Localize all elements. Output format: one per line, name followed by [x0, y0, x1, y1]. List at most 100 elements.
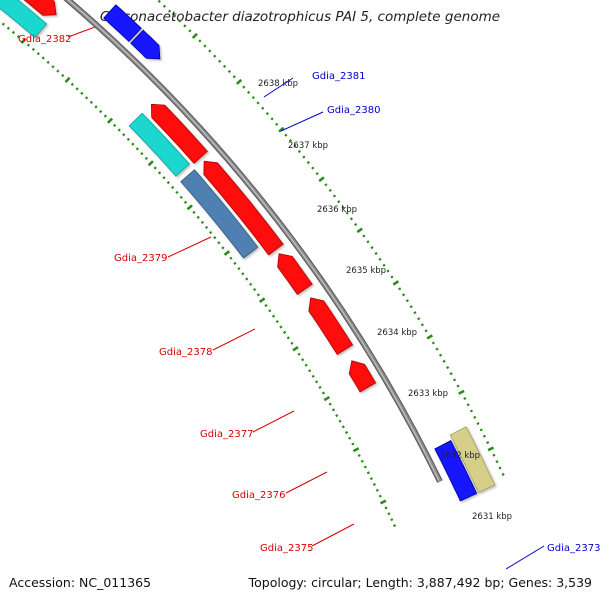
minor-tick: [369, 477, 373, 481]
minor-tick: [337, 200, 341, 204]
leader-line: [263, 77, 294, 98]
minor-tick: [213, 54, 217, 58]
kbp-label: 2633 kbp: [408, 389, 448, 399]
minor-tick: [265, 111, 270, 116]
gene-label-gdia-2382[interactable]: Gdia_2382: [18, 34, 71, 45]
minor-tick: [321, 391, 326, 395]
major-tick: [223, 250, 231, 256]
minor-tick: [268, 309, 272, 313]
gene-arrow-gdia-2377: [277, 253, 313, 296]
minor-tick: [501, 472, 505, 476]
minor-tick: [173, 14, 177, 18]
major-tick: [352, 447, 360, 453]
minor-tick: [335, 413, 339, 418]
minor-tick: [279, 325, 283, 329]
minor-tick: [318, 385, 322, 389]
minor-tick: [157, 0, 161, 3]
minor-tick: [362, 234, 366, 238]
minor-tick: [203, 44, 207, 48]
major-tick: [487, 446, 495, 452]
minor-tick: [51, 65, 55, 69]
backbone-highlight: [67, 0, 440, 481]
major-tick: [379, 499, 387, 505]
minor-tick: [31, 47, 35, 52]
minor-tick: [366, 240, 370, 244]
minor-tick: [348, 436, 352, 440]
minor-tick: [366, 471, 370, 475]
minor-tick: [251, 96, 255, 100]
minor-tick: [284, 133, 288, 137]
minor-tick: [293, 144, 297, 148]
minor-tick: [438, 353, 443, 357]
minor-tick: [417, 317, 421, 321]
outer-tick-ring: [157, 0, 505, 476]
minor-tick: [256, 293, 260, 297]
minor-tick: [61, 73, 65, 78]
minor-tick: [466, 403, 470, 407]
minor-tick: [492, 453, 496, 457]
major-tick: [20, 37, 27, 45]
backbone-edge: [63, 0, 443, 483]
major-tick: [323, 395, 331, 402]
minor-tick: [117, 128, 121, 132]
kbp-label: 2634 kbp: [377, 328, 417, 338]
minor-tick: [56, 69, 60, 73]
minor-tick: [256, 101, 260, 105]
minor-tick: [424, 329, 428, 333]
kbp-label: 2635 kbp: [346, 266, 386, 276]
inner-tick-ring: [1, 22, 397, 528]
gene-label-gdia-2381[interactable]: Gdia_2381: [312, 71, 365, 82]
minor-tick: [431, 341, 435, 345]
gene-label-gdia-2377[interactable]: Gdia_2377: [200, 429, 253, 440]
minor-tick: [386, 269, 390, 273]
minor-tick: [495, 460, 499, 464]
major-tick: [392, 280, 400, 286]
feature-block-steel: [180, 169, 259, 259]
kbp-label: 2637 kbp: [288, 141, 328, 151]
gene-label-gdia-2375[interactable]: Gdia_2375: [260, 543, 313, 554]
minor-tick: [144, 156, 148, 161]
minor-tick: [270, 117, 274, 121]
minor-tick: [306, 160, 310, 165]
minor-tick: [196, 215, 200, 219]
minor-tick: [232, 75, 236, 79]
minor-tick: [6, 26, 11, 30]
minor-tick: [370, 246, 374, 250]
gene-label-gdia-2380[interactable]: Gdia_2380: [327, 105, 380, 116]
minor-tick: [374, 251, 378, 256]
minor-tick: [241, 272, 245, 276]
genome-title: Gluconacetobacter diazotrophicus PAI 5, …: [99, 9, 501, 25]
minor-tick: [245, 277, 249, 281]
minor-tick: [41, 56, 45, 60]
minor-tick: [328, 188, 332, 193]
minor-tick: [192, 210, 196, 214]
kbp-label: 2631 kbp: [472, 512, 512, 522]
gene-label-gdia-2378[interactable]: Gdia_2378: [159, 347, 212, 358]
minor-tick: [446, 365, 450, 370]
minor-tick: [341, 425, 345, 429]
minor-tick: [449, 372, 453, 376]
minor-tick: [463, 396, 467, 401]
gene-label-gdia-2376[interactable]: Gdia_2376: [232, 490, 285, 501]
label-leader-lines: [67, 26, 545, 570]
feature-block-cyan: [128, 112, 190, 177]
gene-label-gdia-2379[interactable]: Gdia_2379: [114, 253, 167, 264]
gene-arrow-gdia-2378: [203, 160, 284, 256]
minor-tick: [328, 402, 332, 406]
minor-tick: [233, 261, 237, 265]
gene-label-gdia-2373[interactable]: Gdia_2373: [547, 543, 600, 554]
leader-line: [252, 410, 295, 433]
minor-tick: [126, 137, 130, 142]
minor-tick: [217, 241, 221, 245]
minor-tick: [375, 488, 379, 492]
minor-tick: [162, 4, 167, 8]
minor-tick: [372, 482, 376, 486]
kbp-label: 2632 kbp: [440, 451, 480, 461]
minor-tick: [227, 69, 232, 74]
major-tick: [235, 78, 243, 85]
leader-line: [67, 26, 96, 38]
minor-tick: [384, 506, 388, 510]
minor-tick: [283, 330, 287, 334]
minor-tick: [179, 195, 183, 200]
genome-summary-text: Topology: circular; Length: 3,887,492 bp…: [248, 575, 592, 590]
